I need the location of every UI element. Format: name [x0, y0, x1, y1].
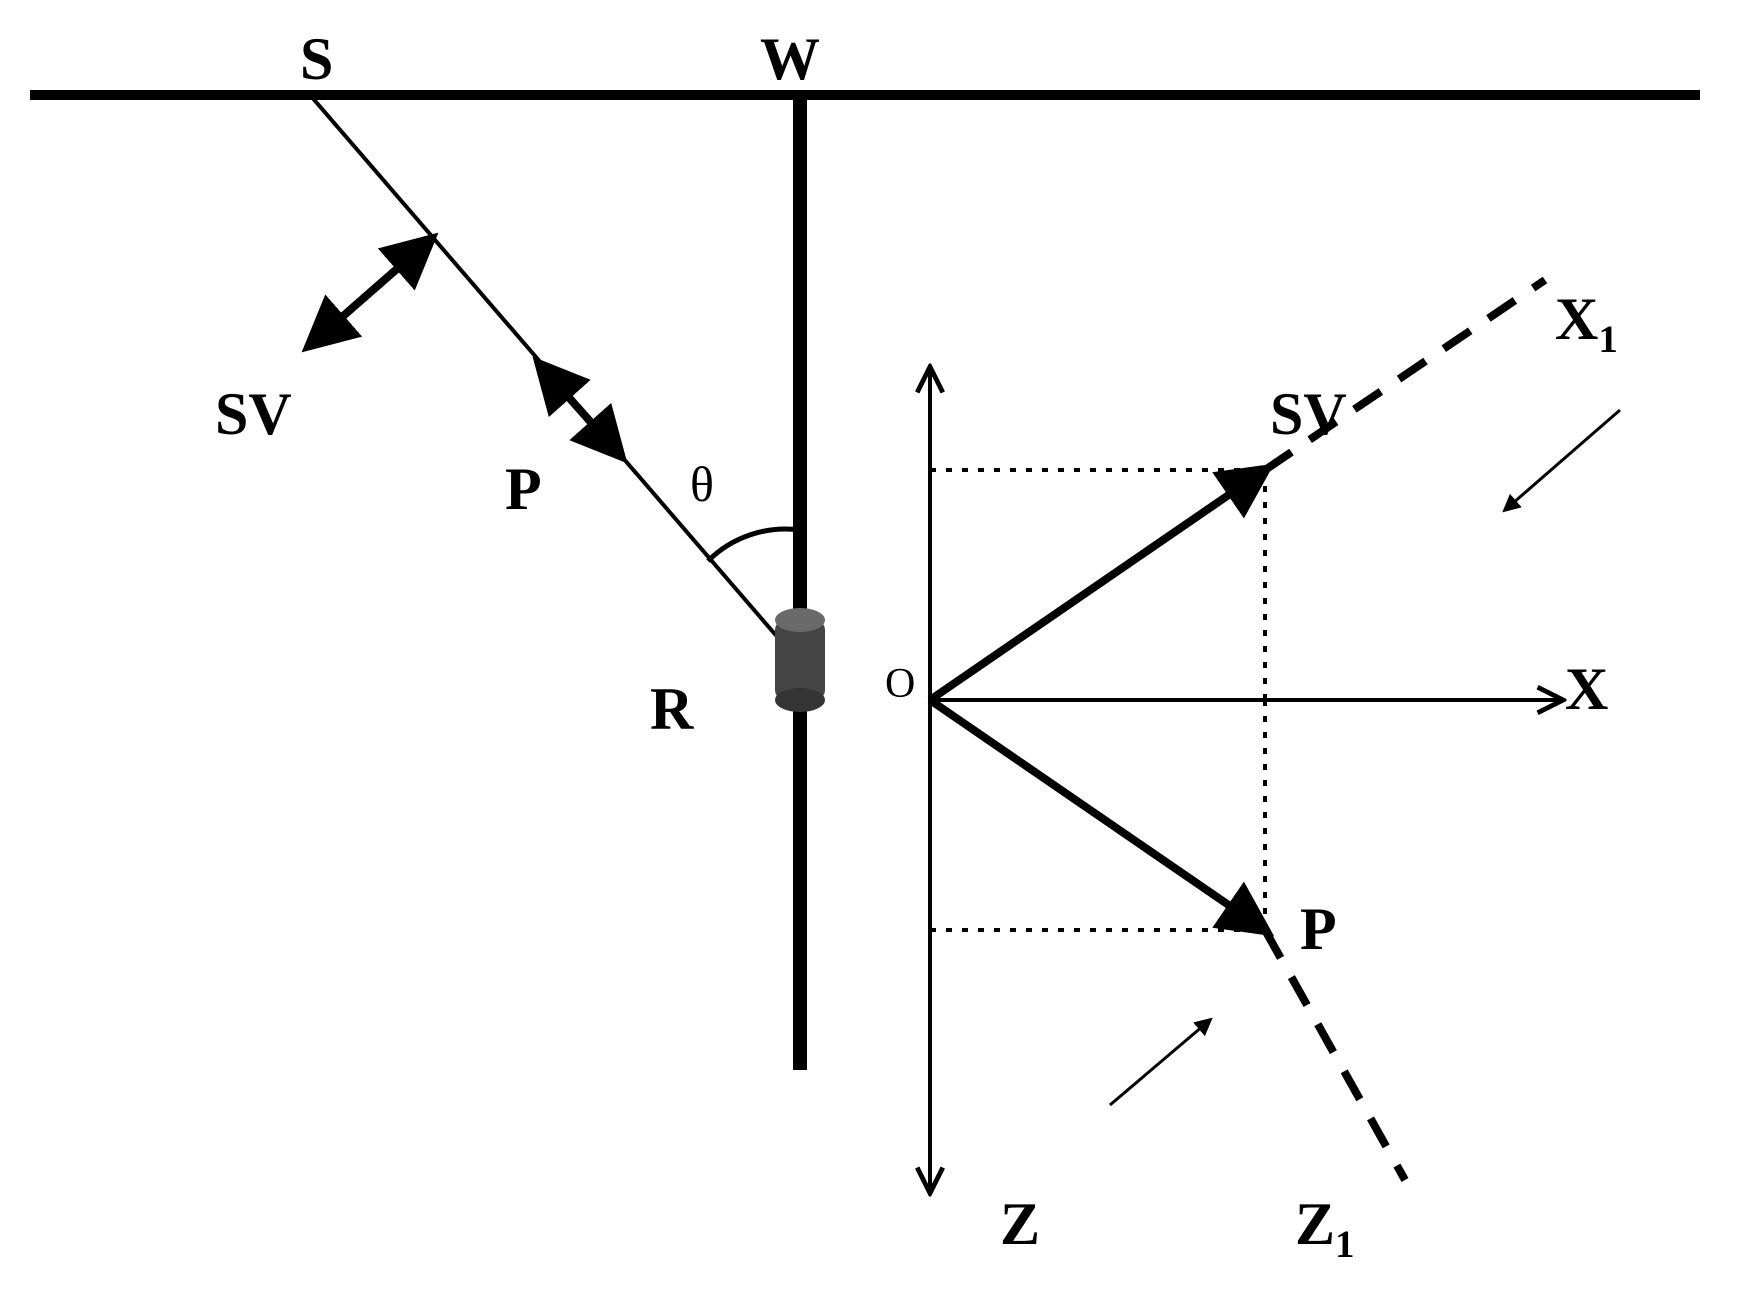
p-double-arrow [540, 365, 620, 455]
p-vector [930, 700, 1265, 930]
label-w: W [760, 25, 820, 94]
label-theta: θ [690, 455, 714, 513]
label-r: R [650, 675, 693, 744]
sv-double-arrow [310, 240, 430, 345]
label-x: X [1565, 655, 1608, 724]
label-x1: X1 [1555, 285, 1618, 362]
theta-arc [708, 529, 800, 561]
label-sv-right: SV [1270, 380, 1347, 449]
sv-vector [930, 470, 1265, 700]
label-z: Z [1000, 1190, 1040, 1259]
x1-annotation-arrow [1505, 410, 1620, 510]
label-z1: Z1 [1295, 1190, 1355, 1267]
z1-dash [1265, 930, 1405, 1180]
z1-annotation-arrow [1110, 1020, 1210, 1105]
label-o: O [885, 660, 915, 708]
label-p-right: P [1300, 895, 1337, 964]
label-sv-left: SV [215, 380, 292, 449]
diagram-canvas: S W SV P θ R O SV X1 X P Z Z1 [0, 0, 1738, 1298]
diagram-svg [0, 0, 1738, 1298]
label-s: S [300, 25, 333, 94]
receiver-icon [775, 608, 825, 712]
label-p-left: P [505, 455, 542, 524]
